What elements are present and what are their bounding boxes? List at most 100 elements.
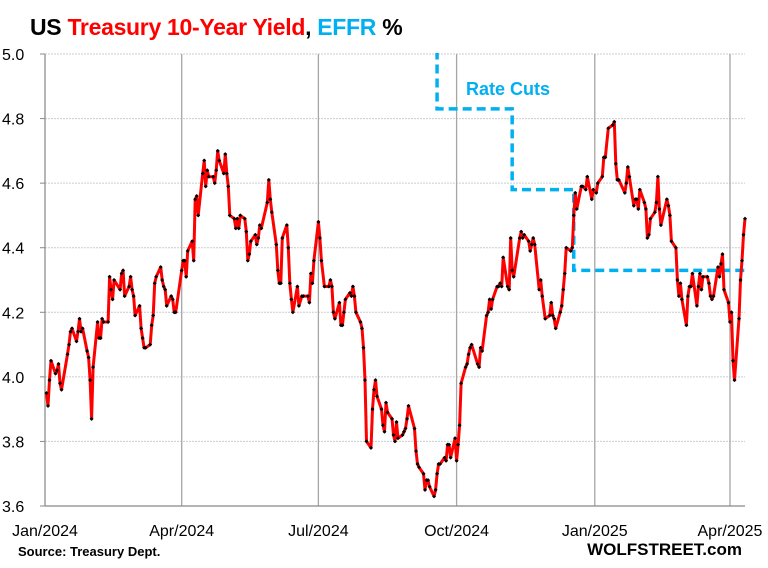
treasury-data-point: [133, 313, 138, 318]
treasury-data-point: [70, 326, 75, 331]
treasury-data-point: [726, 300, 731, 305]
treasury-data-point: [212, 181, 217, 186]
treasury-data-point: [238, 213, 243, 218]
treasury-data-point: [475, 361, 480, 366]
treasury-data-point: [350, 284, 355, 289]
treasury-data-point: [193, 197, 198, 202]
treasury-data-point: [580, 184, 585, 189]
treasury-data-point: [589, 197, 594, 202]
treasury-data-point: [158, 265, 163, 270]
treasury-data-point: [711, 294, 716, 299]
treasury-data-point: [200, 171, 205, 176]
treasury-data-point: [603, 155, 608, 160]
treasury-data-point: [140, 336, 145, 341]
treasury-data-point: [205, 168, 210, 173]
treasury-data-point: [627, 174, 632, 179]
treasury-data-point: [233, 226, 238, 231]
x-tick-label: Jan/2024: [12, 523, 78, 540]
treasury-data-point: [287, 281, 292, 286]
treasury-data-point: [457, 423, 462, 428]
treasury-data-point: [56, 361, 61, 366]
x-tick-label: Jan/2025: [562, 523, 628, 540]
treasury-data-point: [468, 345, 473, 350]
x-tick-label: Jul/2024: [288, 523, 349, 540]
treasury-data-point: [732, 378, 737, 383]
treasury-data-point: [379, 407, 384, 412]
treasury-data-point: [417, 465, 422, 470]
treasury-data-point: [739, 258, 744, 263]
treasury-data-point: [448, 455, 453, 460]
treasury-data-point: [332, 316, 337, 321]
treasury-data-point: [498, 281, 503, 286]
treasury-data-point: [310, 281, 315, 286]
treasury-data-point: [343, 297, 348, 302]
treasury-data-point: [708, 294, 713, 299]
treasury-data-point: [190, 239, 195, 244]
treasury-data-point: [559, 303, 564, 308]
treasury-data-point: [169, 294, 174, 299]
treasury-data-point: [669, 239, 674, 244]
treasury-data-point: [414, 449, 419, 454]
treasury-data-point: [128, 274, 133, 279]
treasury-data-point: [280, 236, 285, 241]
treasury-data-point: [370, 407, 375, 412]
title-treasury: Treasury 10-Year Yield: [67, 14, 306, 40]
treasury-data-point: [364, 439, 369, 444]
treasury-data-point: [254, 242, 259, 247]
treasury-data-point: [529, 242, 534, 247]
treasury-data-point: [67, 342, 72, 347]
treasury-data-point: [274, 242, 279, 247]
treasury-data-point: [358, 319, 363, 324]
treasury-data-point: [706, 281, 711, 286]
treasury-data-point: [477, 365, 482, 370]
treasury-data-point: [202, 158, 207, 163]
treasury-data-point: [44, 391, 49, 395]
treasury-data-point: [215, 148, 220, 153]
treasury-data-point: [561, 287, 566, 292]
treasury-data-point: [347, 290, 352, 295]
treasury-data-point: [317, 236, 322, 241]
title-comma: ,: [305, 14, 318, 40]
effr-line: [435, 53, 745, 273]
treasury-data-point: [382, 429, 387, 434]
treasury-data-point: [511, 274, 516, 279]
treasury-data-point: [480, 349, 485, 354]
treasury-data-point: [673, 245, 678, 250]
treasury-data-point: [217, 158, 222, 163]
treasury-data-point: [613, 161, 618, 166]
treasury-data-point: [340, 323, 345, 328]
treasury-data-point: [405, 416, 410, 421]
treasury-data-point: [224, 171, 229, 176]
treasury-data-point: [88, 378, 93, 383]
treasury-data-point: [86, 355, 91, 360]
treasury-data-point: [432, 494, 437, 499]
treasury-data-point: [152, 281, 157, 286]
treasury-data-point: [337, 300, 342, 305]
x-tick-label: Apr/2025: [698, 523, 763, 540]
treasury-data-point: [245, 258, 250, 263]
treasury-data-point: [149, 323, 154, 328]
treasury-data-point: [501, 255, 506, 260]
treasury-data-point: [453, 436, 458, 441]
treasury-data-point: [248, 239, 253, 244]
treasury-data-point: [664, 197, 669, 202]
treasury-data-point: [77, 316, 82, 321]
treasury-data-point: [100, 316, 105, 321]
treasury-data-point: [499, 284, 504, 289]
treasury-data-point: [307, 300, 312, 305]
treasury-data-point: [517, 236, 522, 241]
treasury-data-point: [211, 174, 216, 179]
treasury-data-point: [679, 297, 684, 302]
y-tick-label: 4.0: [2, 370, 24, 387]
treasury-data-point: [585, 174, 590, 179]
treasury-data-point: [667, 213, 672, 218]
treasury-data-point: [328, 278, 333, 282]
treasury-data-point: [643, 206, 648, 211]
treasury-data-point: [371, 387, 376, 392]
treasury-data-point: [610, 123, 615, 128]
chart-title: US Treasury 10-Year Yield, EFFR %: [30, 14, 403, 41]
treasury-data-point: [415, 462, 420, 467]
treasury-data-point: [624, 181, 629, 186]
treasury-data-point: [646, 232, 651, 237]
treasury-data-point: [49, 358, 54, 363]
